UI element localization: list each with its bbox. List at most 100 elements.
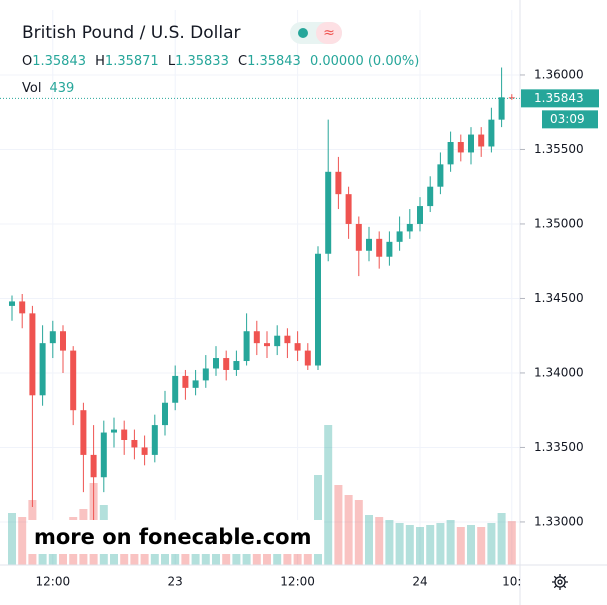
candle-body: [202, 368, 209, 381]
last-price-box: [521, 89, 599, 108]
candle-body: [141, 447, 148, 455]
candle-body: [468, 134, 474, 153]
candle-body: [39, 343, 46, 396]
candle-body: [345, 194, 352, 224]
volume-bar: [426, 525, 435, 565]
candle-body: [192, 380, 199, 388]
vol-value: 439: [49, 81, 74, 96]
candle-body: [162, 402, 168, 426]
toggle-icon: ≈: [323, 25, 335, 41]
candle-body: [274, 335, 281, 347]
volume-bar: [436, 523, 445, 565]
candle-body: [243, 331, 250, 362]
candle-body: [508, 97, 515, 99]
watermark-bg: [28, 520, 324, 554]
countdown-box: [542, 110, 598, 129]
candle-body: [172, 375, 179, 403]
candle-body: [223, 358, 230, 370]
volume-bar: [487, 523, 496, 565]
candle-body: [335, 171, 342, 195]
x-tick-label: 23: [168, 575, 183, 589]
candle-body: [427, 186, 434, 207]
toggle-dot: [298, 28, 308, 38]
candle-body: [447, 142, 454, 165]
volume-bar: [354, 500, 363, 565]
candle-body: [376, 238, 383, 257]
volume-bar: [456, 527, 465, 565]
volume-bar: [477, 527, 486, 565]
volume-bar: [344, 495, 353, 565]
volume-bar: [497, 513, 506, 565]
volume-bar: [446, 520, 455, 565]
candle-body: [19, 301, 26, 314]
candle-body: [29, 313, 36, 396]
volume-bar: [324, 425, 333, 565]
volume-bar: [8, 513, 16, 565]
candle-body: [417, 206, 423, 224]
candle-body: [151, 425, 158, 455]
y-tick-label: 1.34500: [534, 291, 584, 305]
legend-o-label: O: [22, 54, 32, 69]
candle-body: [264, 343, 270, 347]
candle-body: [111, 429, 117, 433]
legend-h-label: H: [95, 54, 105, 69]
legend-h: 1.35871: [105, 54, 159, 69]
gear-teeth: [552, 574, 568, 590]
y-tick-label: 1.36000: [534, 67, 584, 81]
volume-bar: [18, 517, 27, 565]
y-tick-label: 1.34000: [534, 365, 584, 379]
vol-legend: Vol 439: [22, 81, 74, 96]
last-price-label: 1.35843: [534, 91, 584, 105]
candle-body: [70, 350, 77, 411]
y-tick-label: 1.35500: [534, 142, 584, 156]
countdown-label: 03:09: [550, 112, 585, 126]
y-tick-label: 1.33000: [534, 514, 584, 528]
volume-bar: [405, 525, 414, 565]
watermark: more on fonecable.com: [34, 525, 312, 549]
vol-label: Vol: [22, 81, 41, 96]
candle-body: [437, 164, 444, 187]
candle-body: [325, 171, 332, 254]
x-tick-label: 12:00: [36, 575, 71, 589]
candle-body: [100, 432, 107, 478]
candle-body: [213, 358, 219, 369]
x-tick-label: 10:: [502, 575, 521, 589]
candle-body: [9, 301, 15, 306]
legend-o: 1.35843: [32, 54, 86, 69]
toggle-right: [316, 22, 342, 44]
x-tick-label: 24: [412, 575, 427, 589]
candle-body: [396, 231, 403, 242]
volume-bar: [365, 515, 373, 565]
legend-l-label: L: [168, 54, 176, 69]
toggle[interactable]: ≈: [290, 22, 342, 44]
candle-body: [182, 375, 189, 388]
candle-body: [233, 361, 240, 370]
candle-body: [366, 238, 372, 251]
candle-body: [80, 410, 87, 455]
candle-body: [90, 454, 97, 478]
volume-bar: [416, 527, 424, 565]
candle-body: [121, 429, 128, 440]
y-tick-label: 1.33500: [534, 440, 584, 454]
ohlc-legend: O1.35843 H1.35871 L1.35833 C1.35843 0.00…: [22, 54, 419, 69]
gear-center: [557, 579, 563, 585]
candle-body: [60, 331, 66, 351]
candle-body: [498, 97, 505, 120]
candle-body: [284, 335, 291, 344]
legend-l: 1.35833: [175, 54, 229, 69]
legend-c: 1.35843: [247, 54, 301, 69]
volume-bar: [334, 485, 343, 565]
candle-body: [457, 142, 464, 153]
legend-change: 0.00000 (0.00%): [310, 54, 419, 69]
candle-body: [386, 241, 393, 257]
candle-body: [49, 331, 56, 344]
candle-body: [294, 343, 301, 351]
settings-icon[interactable]: [552, 574, 568, 590]
volume-bar: [395, 523, 404, 565]
chart-title: British Pound / U.S. Dollar: [22, 23, 241, 43]
y-tick-label: 1.35000: [534, 216, 584, 230]
x-tick-label: 12:00: [280, 575, 315, 589]
candle-body: [315, 253, 321, 366]
